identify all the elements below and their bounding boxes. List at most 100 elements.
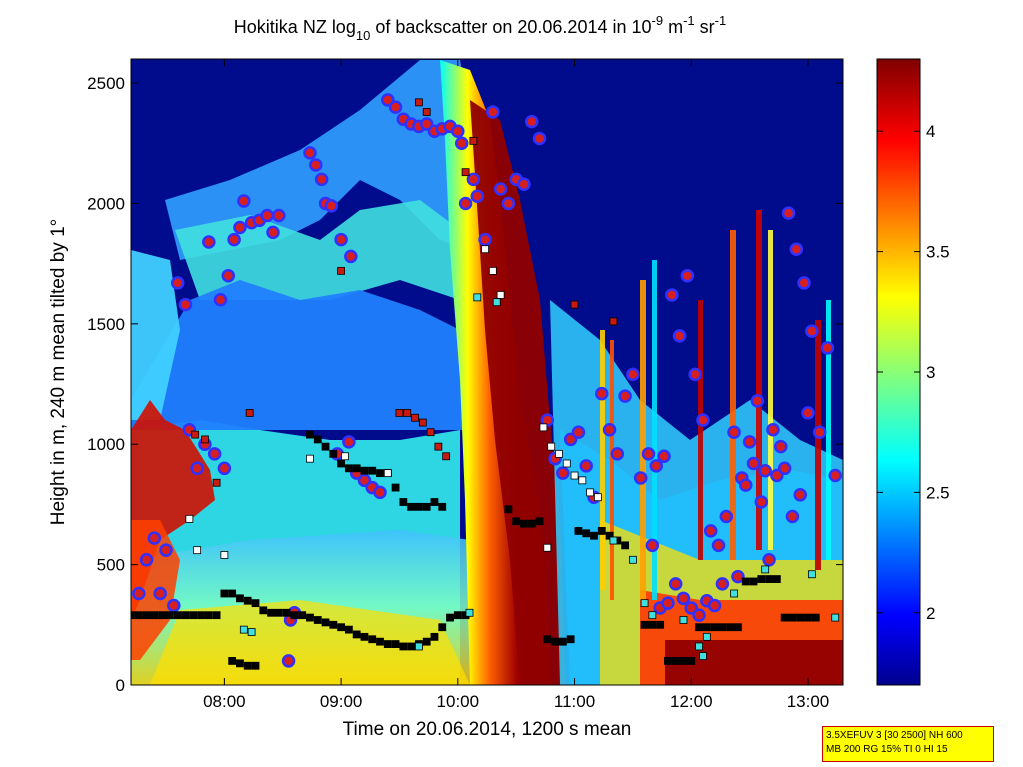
square-black-marker <box>597 527 606 535</box>
square-black-marker <box>399 642 408 651</box>
square-white-marker <box>562 459 571 468</box>
square-black-marker <box>535 517 544 526</box>
cloud-base-circle-marker <box>221 268 236 283</box>
cloud-base-circle-marker <box>742 435 757 449</box>
square-red-marker <box>418 418 427 427</box>
square-black-marker <box>274 608 283 617</box>
cloud-base-circle-marker <box>202 235 216 249</box>
cloud-base-circle-marker <box>233 220 247 235</box>
cloud-base-circle-marker <box>458 196 473 211</box>
square-white-marker <box>341 452 349 461</box>
cloud-base-circle-marker <box>451 124 465 138</box>
cloud-base-circle-marker <box>618 389 632 403</box>
cloud-base-circle-marker <box>486 105 500 119</box>
square-red-marker <box>426 428 435 437</box>
cloud-base-circle-marker <box>731 569 745 584</box>
cloud-base-circle-marker <box>738 478 753 492</box>
colorbar-ticks: 2 2.5 3 3.5 4 <box>877 122 950 623</box>
cloud-base-circle-marker <box>719 509 734 524</box>
square-black-marker <box>687 657 696 665</box>
square-black-marker <box>329 449 338 458</box>
square-black-marker <box>313 435 322 444</box>
cloud-base-circle-marker <box>750 394 765 408</box>
cloud-base-circle-marker <box>132 586 146 601</box>
square-black-marker <box>512 517 521 526</box>
cloud-base-circle-marker <box>139 553 154 567</box>
square-black-marker <box>804 613 812 622</box>
cloud-base-circle-marker <box>213 293 228 307</box>
square-black-marker <box>189 611 198 620</box>
square-black-marker <box>306 430 314 439</box>
square-black-marker <box>220 589 229 598</box>
square-white-marker <box>193 546 202 555</box>
colorbar-tick-label: 2.5 <box>926 483 950 502</box>
square-cyan-marker <box>730 589 738 598</box>
square-black-marker <box>543 635 552 644</box>
cloud-base-circle-marker <box>373 485 387 500</box>
square-red-marker <box>395 409 404 417</box>
square-cyan-marker <box>247 628 256 636</box>
cloud-base-circle-marker <box>579 459 593 473</box>
square-black-marker <box>422 637 431 646</box>
square-cyan-marker <box>640 599 649 608</box>
square-red-marker <box>570 300 579 309</box>
cloud-base-circle-marker <box>692 608 706 622</box>
cloud-base-circle-marker <box>153 586 167 601</box>
cloud-base-circle-marker <box>793 488 807 502</box>
cloud-base-circle-marker <box>785 509 800 524</box>
square-black-marker <box>726 623 735 632</box>
cloud-base-circle-marker <box>797 276 811 290</box>
square-black-marker <box>236 594 244 603</box>
square-black-marker <box>344 625 353 634</box>
square-cyan-marker <box>831 613 840 622</box>
cloud-base-circle-marker <box>805 324 819 338</box>
cloud-base-circle-marker <box>746 456 761 471</box>
cloud-base-circle-marker <box>668 577 683 591</box>
square-black-marker <box>504 505 513 514</box>
square-black-marker <box>321 442 330 451</box>
cloud-base-circle-marker <box>665 288 679 302</box>
square-white-marker <box>543 543 552 552</box>
square-black-marker <box>527 519 536 528</box>
square-black-marker <box>551 637 559 646</box>
y-axis: 0 500 1000 1500 2000 2500 <box>87 74 843 695</box>
x-tick-label: 10:00 <box>437 692 480 711</box>
square-black-marker <box>212 611 221 620</box>
square-white-marker <box>496 291 505 299</box>
square-black-marker <box>282 608 291 617</box>
square-black-marker <box>656 620 665 629</box>
square-black-marker <box>582 529 591 538</box>
square-black-marker <box>383 640 392 648</box>
cloud-base-circle-marker <box>758 463 772 478</box>
cloud-base-circle-marker <box>610 447 625 461</box>
square-cyan-marker <box>415 642 423 651</box>
square-black-marker <box>360 466 369 475</box>
cloud-base-circle-marker <box>789 242 804 256</box>
square-black-marker <box>558 637 567 646</box>
square-black-marker <box>811 613 820 622</box>
square-black-marker <box>368 635 377 644</box>
cloud-base-circle-marker <box>672 329 687 343</box>
square-black-marker <box>415 502 423 511</box>
square-black-marker <box>702 623 711 632</box>
cloud-base-circle-marker <box>260 208 274 223</box>
square-red-marker <box>245 409 254 417</box>
square-black-marker <box>228 589 237 598</box>
square-white-marker <box>570 471 579 480</box>
square-black-marker <box>181 611 190 620</box>
square-red-marker <box>337 266 345 275</box>
colorbar: 2 2.5 3 3.5 4 <box>876 58 950 686</box>
cloud-base-circle-marker <box>715 577 730 591</box>
square-red-marker <box>212 478 221 487</box>
cloud-base-circle-marker <box>707 598 722 613</box>
square-black-marker <box>391 483 400 492</box>
square-cyan-marker <box>807 570 816 579</box>
square-black-marker <box>765 575 773 583</box>
square-black-marker <box>438 623 447 632</box>
square-cyan-marker <box>239 625 248 634</box>
square-black-marker <box>780 613 789 622</box>
cloud-base-circle-marker <box>342 435 356 449</box>
cloud-base-circle-marker <box>324 199 339 213</box>
square-black-marker <box>360 632 369 641</box>
